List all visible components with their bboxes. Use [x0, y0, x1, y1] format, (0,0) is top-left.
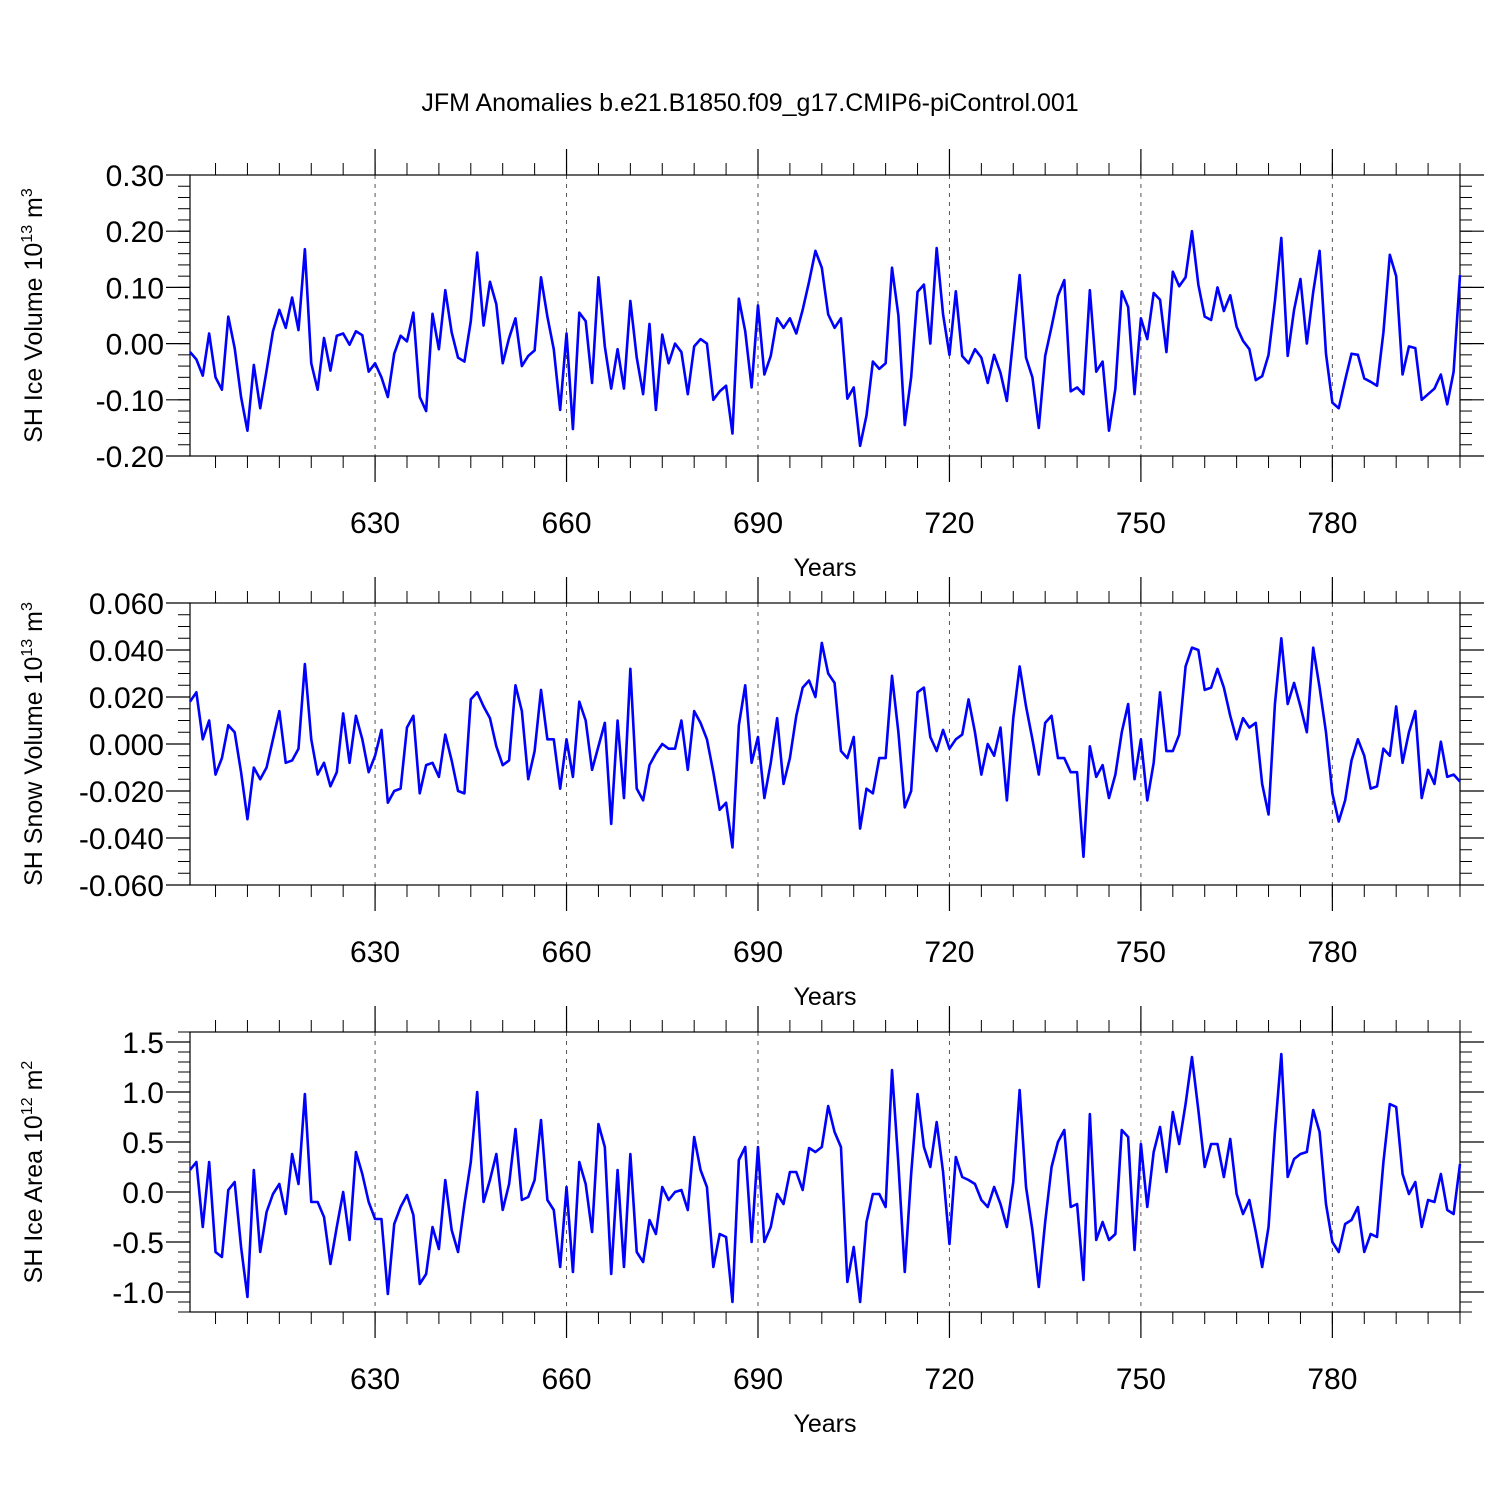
plot-frame: [189, 1031, 1461, 1313]
x-tick-label: 750: [1116, 936, 1166, 969]
x-axis-label: Years: [793, 554, 856, 582]
x-tick-label: 660: [542, 507, 592, 540]
y-tick-label: 0.0: [122, 1177, 164, 1210]
x-tick-label: 720: [924, 507, 974, 540]
plot-frame: [189, 174, 1461, 457]
series-line: [189, 229, 1462, 448]
y-tick-label: 0.5: [122, 1127, 164, 1160]
x-tick-label: 690: [733, 936, 783, 969]
x-tick-label: 780: [1307, 936, 1357, 969]
x-tick-label: 780: [1307, 507, 1357, 540]
x-axis-label: Years: [793, 1410, 856, 1438]
x-tick-label: 660: [542, 1363, 592, 1396]
y-tick-label: 0.060: [89, 588, 164, 621]
y-tick-label: -0.20: [96, 441, 164, 474]
y-tick-label: 0.20: [106, 216, 164, 249]
x-tick-label: 630: [350, 1363, 400, 1396]
y-tick-label: 0.00: [106, 329, 164, 362]
x-tick-label: 630: [350, 936, 400, 969]
y-axis-label: SH Ice Volume 1013 m3: [19, 188, 48, 443]
panel-ice-area: -1.0 -0.5 0.0 0.5 1.0 1.5 630 660 690 720 750 780 Ye…: [19, 1006, 1484, 1438]
y-tick-label: 1.5: [122, 1027, 164, 1060]
x-tick-label: 660: [542, 936, 592, 969]
y-tick-label: 0.020: [89, 682, 164, 715]
y-tick-label: -0.10: [96, 385, 164, 418]
y-tick-label: 0.10: [106, 272, 164, 305]
panel-ice-volume: -0.20 -0.10 0.00 0.10 0.20 0.30 630 660 690 720 75…: [19, 149, 1484, 582]
series-line: [188, 636, 1461, 859]
x-tick-label: 720: [924, 1363, 974, 1396]
y-tick-label: -0.040: [79, 823, 164, 856]
y-tick-label: -0.5: [112, 1227, 164, 1260]
y-tick-label: -0.020: [79, 776, 164, 809]
x-tick-label: 780: [1307, 1363, 1357, 1396]
chart-title: JFM Anomalies b.e21.B1850.f09_g17.CMIP6-…: [421, 89, 1078, 117]
x-tick-label: 630: [350, 507, 400, 540]
y-tick-label: 1.0: [122, 1077, 164, 1110]
x-axis-label: Years: [793, 983, 856, 1011]
y-tick-label: -1.0: [112, 1277, 164, 1310]
x-tick-label: 690: [733, 507, 783, 540]
x-tick-label: 750: [1116, 507, 1166, 540]
y-axis-label: SH Snow Volume 1013 m3: [19, 602, 48, 886]
series-line: [188, 1052, 1462, 1304]
panel-snow-volume: -0.060 -0.040 -0.020 0.000 0.020 0.040 0.060 63…: [19, 577, 1484, 1011]
y-axis-label: SH Ice Area 1012 m2: [19, 1061, 48, 1284]
y-tick-label: -0.060: [79, 870, 164, 903]
x-tick-label: 720: [924, 936, 974, 969]
x-tick-label: 750: [1116, 1363, 1166, 1396]
y-tick-label: 0.000: [89, 729, 164, 762]
y-tick-label: 0.30: [106, 160, 164, 193]
y-tick-label: 0.040: [89, 635, 164, 668]
x-tick-label: 690: [733, 1363, 783, 1396]
plot-frame: [189, 602, 1461, 886]
